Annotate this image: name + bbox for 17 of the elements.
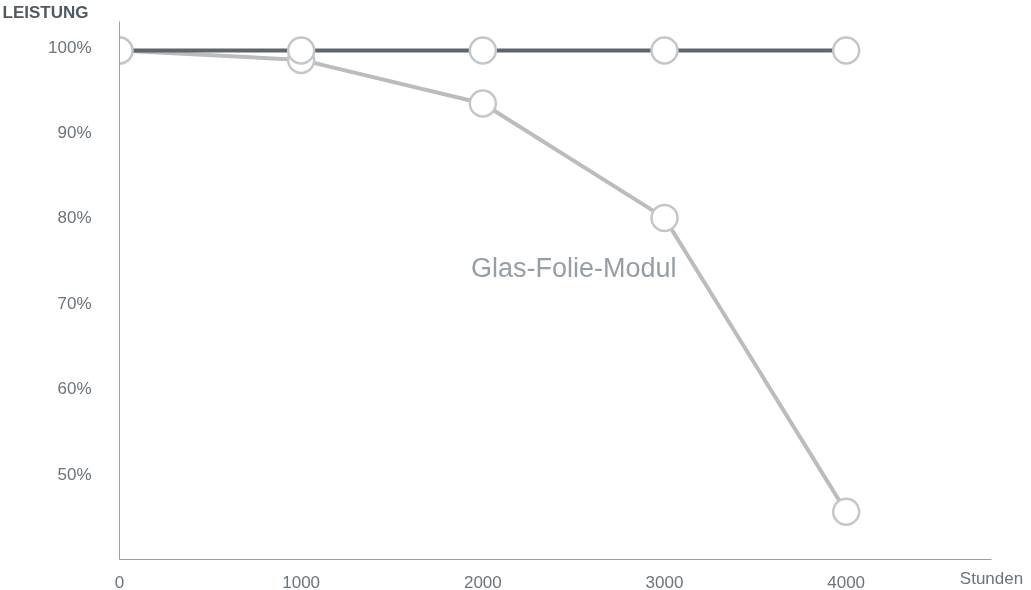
y-axis-title: LEISTUNG [2, 2, 89, 22]
x-tick-label: 0 [114, 572, 125, 590]
x-tick-label: 4000 [827, 572, 866, 590]
x-tick-label: 3000 [645, 572, 684, 590]
y-tick-label: 80% [57, 208, 92, 228]
y-tick-label: 60% [57, 379, 92, 399]
point [650, 203, 679, 233]
x-tick-label: 1000 [282, 572, 321, 590]
y-tick-label: 50% [57, 464, 92, 484]
point [468, 89, 498, 118]
x-axis-title: Stunden [959, 568, 1024, 588]
series-label: Glas-Folie-Modul [470, 252, 677, 283]
y-tick-label: 100% [48, 37, 92, 57]
point [831, 497, 861, 526]
y-tick-label: 70% [57, 293, 92, 313]
y-tick-label: 90% [57, 123, 92, 143]
x-tick-label: 2000 [463, 572, 502, 590]
